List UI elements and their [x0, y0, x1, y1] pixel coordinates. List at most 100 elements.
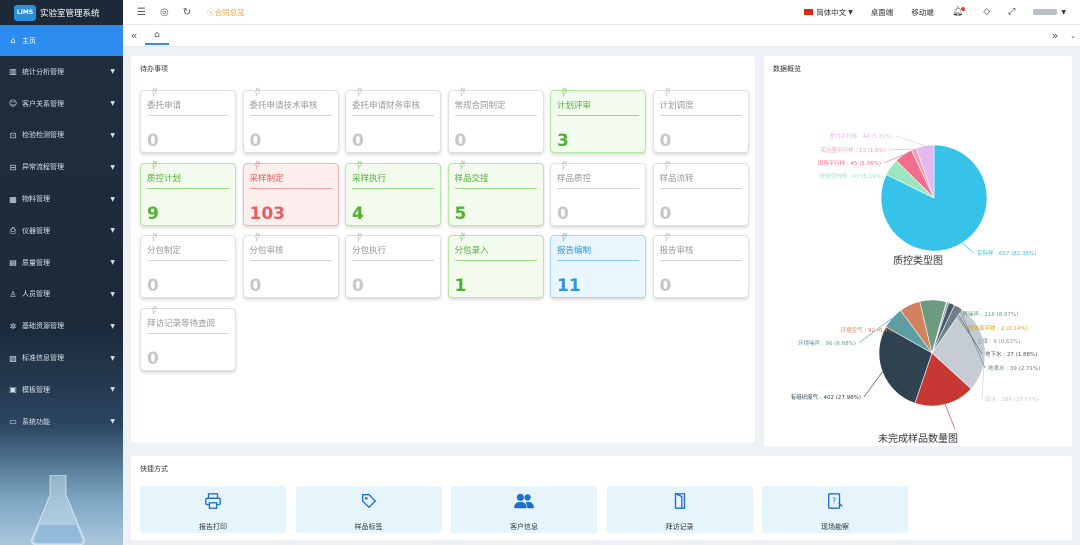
todo-card-label: 质控计划 [147, 173, 182, 184]
sidebar-item-10[interactable]: ▧ 标准信息管理 ▼ [0, 342, 123, 374]
pie-label-line [897, 304, 910, 331]
flow-icon: ⊟ [9, 162, 17, 172]
sidebar-item-2[interactable]: ☺ 客户关系管理 ▼ [0, 88, 123, 120]
todo-card[interactable]: 📌︎ 分包制定 0 [140, 231, 236, 298]
todo-card-count: 4 [352, 203, 364, 224]
globe-icon[interactable]: ◎ [159, 6, 169, 18]
sidebar-item-label: 仪器管理 [22, 226, 50, 235]
chevron-down-icon: ▼ [110, 68, 115, 76]
chevron-down-icon: ▼ [110, 386, 115, 394]
pie-slice-label: 实验室平行样 : 13 (1.6%) [821, 146, 886, 154]
pie-slice-label: 废水 : 389 (27.07%) [985, 395, 1039, 403]
todo-card-label: 样品流转 [659, 173, 694, 184]
todo-card[interactable]: 📌︎ 样品流转 0 [652, 159, 749, 226]
todo-card-divider [454, 260, 537, 261]
todo-card[interactable]: 📌︎ 分包执行 0 [345, 231, 441, 298]
sidebar-item-label: 物料管理 [22, 195, 50, 204]
pin-icon: 📌︎ [456, 231, 468, 243]
pie-label-line [981, 347, 985, 400]
todo-card[interactable]: 📌︎ 常规合同制定 0 [447, 86, 544, 153]
todo-card-divider [659, 187, 742, 189]
shortcut-label: 样品标签 [354, 523, 383, 531]
app-logo[interactable]: LIMS 实验室管理系统 [0, 0, 123, 25]
notification-dot [961, 7, 966, 11]
language-label: 简体中文 [816, 7, 847, 17]
sidebar-item-label: 标准信息管理 [22, 354, 64, 363]
user-menu[interactable]: ▼ [1033, 9, 1066, 16]
todo-card-count: 0 [352, 276, 364, 296]
todo-card[interactable]: 📌︎ 质控计划 9 [140, 159, 236, 226]
shortcut-label: 拜访记录 [665, 523, 694, 531]
menu-toggle-icon[interactable]: ☰ [137, 6, 146, 18]
language-select[interactable]: 简体中文 ▼ [804, 7, 853, 18]
sidebar-item-0[interactable]: ⌂ 主页 [0, 25, 123, 56]
sidebar-item-3[interactable]: ⊡ 检验检测管理 ▼ [0, 120, 123, 152]
chart-icon: ▥ [9, 67, 17, 77]
mobile-link[interactable]: 移动端 [911, 7, 934, 17]
todo-card-divider [557, 260, 639, 261]
todo-card[interactable]: 📌︎ 报告审核 0 [652, 231, 749, 298]
todo-card[interactable]: 📌︎ 委托申请财务审核 0 [345, 86, 441, 153]
todo-card[interactable]: 📌︎ 报告编制 11 [550, 231, 646, 298]
todo-card[interactable]: 📌︎ 分包审核 0 [242, 231, 339, 298]
fullscreen-button[interactable]: ⤢ [1008, 7, 1015, 17]
pie-label-line [888, 148, 914, 151]
todo-card[interactable]: 📌︎ 计划调度 0 [652, 86, 749, 153]
logo-badge: LIMS [14, 4, 36, 21]
tab-options-chevron-icon[interactable]: ⌄ [1070, 31, 1076, 40]
tab-scroll-right-icon[interactable]: » [1051, 29, 1059, 42]
todo-card[interactable]: 📌︎ 样品质控 0 [550, 159, 646, 226]
shortcut-button[interactable]: 报告打印 [140, 486, 286, 533]
todo-card[interactable]: 📌︎ 计划评审 3 [550, 86, 646, 153]
chevron-down-icon: ▼ [110, 100, 115, 108]
refresh-icon[interactable]: ↻ [182, 6, 192, 18]
pie-slice-label: 厂界噪声 : 116 (8.07%) [957, 310, 1018, 318]
chevron-down-icon: ▼ [110, 163, 115, 171]
sidebar-item-5[interactable]: ▦ 物料管理 ▼ [0, 183, 123, 215]
shortcut-button[interactable]: ? 现场勘察 [762, 486, 908, 533]
todo-card[interactable]: 📌︎ 委托申请 0 [140, 86, 236, 153]
todo-card-divider [454, 115, 537, 116]
sidebar-item-1[interactable]: ▥ 统计分析管理 ▼ [0, 56, 123, 88]
todo-card[interactable]: 📌︎ 拜访记录等待查阅 0 [140, 304, 236, 371]
tab-scroll-left-icon[interactable]: « [130, 29, 138, 42]
sidebar-item-9[interactable]: ✲ 基础资源管理 ▼ [0, 310, 123, 342]
todo-card[interactable]: 📌︎ 分包录入 1 [447, 231, 544, 298]
pie-slice[interactable] [914, 352, 972, 407]
sidebar: LIMS 实验室管理系统 ⌂ 主页 ▥ 统计分析管理 ▼ ☺ 客户关系管理 ▼ ⊡ 检验检测管理 ▼… [0, 0, 123, 545]
desktop-link[interactable]: 桌面端 [870, 7, 894, 17]
todo-card-count: 0 [659, 131, 672, 151]
chevron-down-icon: ▼ [848, 8, 853, 16]
chevron-down-icon: ▼ [110, 131, 115, 139]
pin-icon: 📌︎ [148, 303, 161, 316]
todo-card-count: 0 [557, 203, 569, 224]
sidebar-item-6[interactable]: ⎙ 仪器管理 ▼ [0, 215, 123, 247]
sidebar-item-11[interactable]: ▣ 模板管理 ▼ [0, 374, 123, 406]
shortcut-button[interactable]: 拜访记录 [606, 486, 753, 533]
inspect-icon: ? [762, 492, 908, 512]
todo-card-divider [249, 115, 332, 116]
contract-overview-link[interactable]: ⓢ合同总览 [207, 7, 245, 17]
sidebar-item-7[interactable]: ▤ 质量管理 ▼ [0, 247, 123, 279]
pie-slice-label: 地表水 : 39 (2.71%) [988, 364, 1040, 372]
sidebar-item-4[interactable]: ⊟ 异常流程管理 ▼ [0, 151, 123, 183]
notification-button[interactable]: 🔔︎ [952, 7, 966, 17]
todo-card-divider [659, 115, 742, 116]
shortcut-button[interactable]: 客户信息 [451, 486, 597, 533]
pin-icon: 📌︎ [661, 231, 673, 243]
todo-card-label: 委托申请技术审核 [249, 101, 318, 111]
todo-card[interactable]: 📌︎ 样品交接 5 [447, 159, 544, 226]
pie-slice[interactable] [915, 144, 935, 199]
user-name-blurred [1033, 9, 1058, 15]
tab-home[interactable]: ⌂ [145, 27, 169, 45]
todo-card[interactable]: 📌︎ 委托申请技术审核 0 [242, 86, 339, 153]
tag-button[interactable]: ◇ [983, 7, 990, 17]
shortcut-button[interactable]: 样品标签 [295, 486, 442, 533]
pie-slice[interactable] [931, 304, 963, 354]
todo-card[interactable]: 📌︎ 采样制定 103 [242, 159, 339, 226]
sidebar-item-8[interactable]: ♙ 人员管理 ▼ [0, 279, 123, 311]
todo-card-divider [557, 115, 639, 116]
pin-icon: 📌︎ [148, 86, 161, 98]
todo-card[interactable]: 📌︎ 采样执行 4 [345, 159, 441, 226]
sidebar-item-12[interactable]: ▭ 系统功能 ▼ [0, 406, 123, 438]
